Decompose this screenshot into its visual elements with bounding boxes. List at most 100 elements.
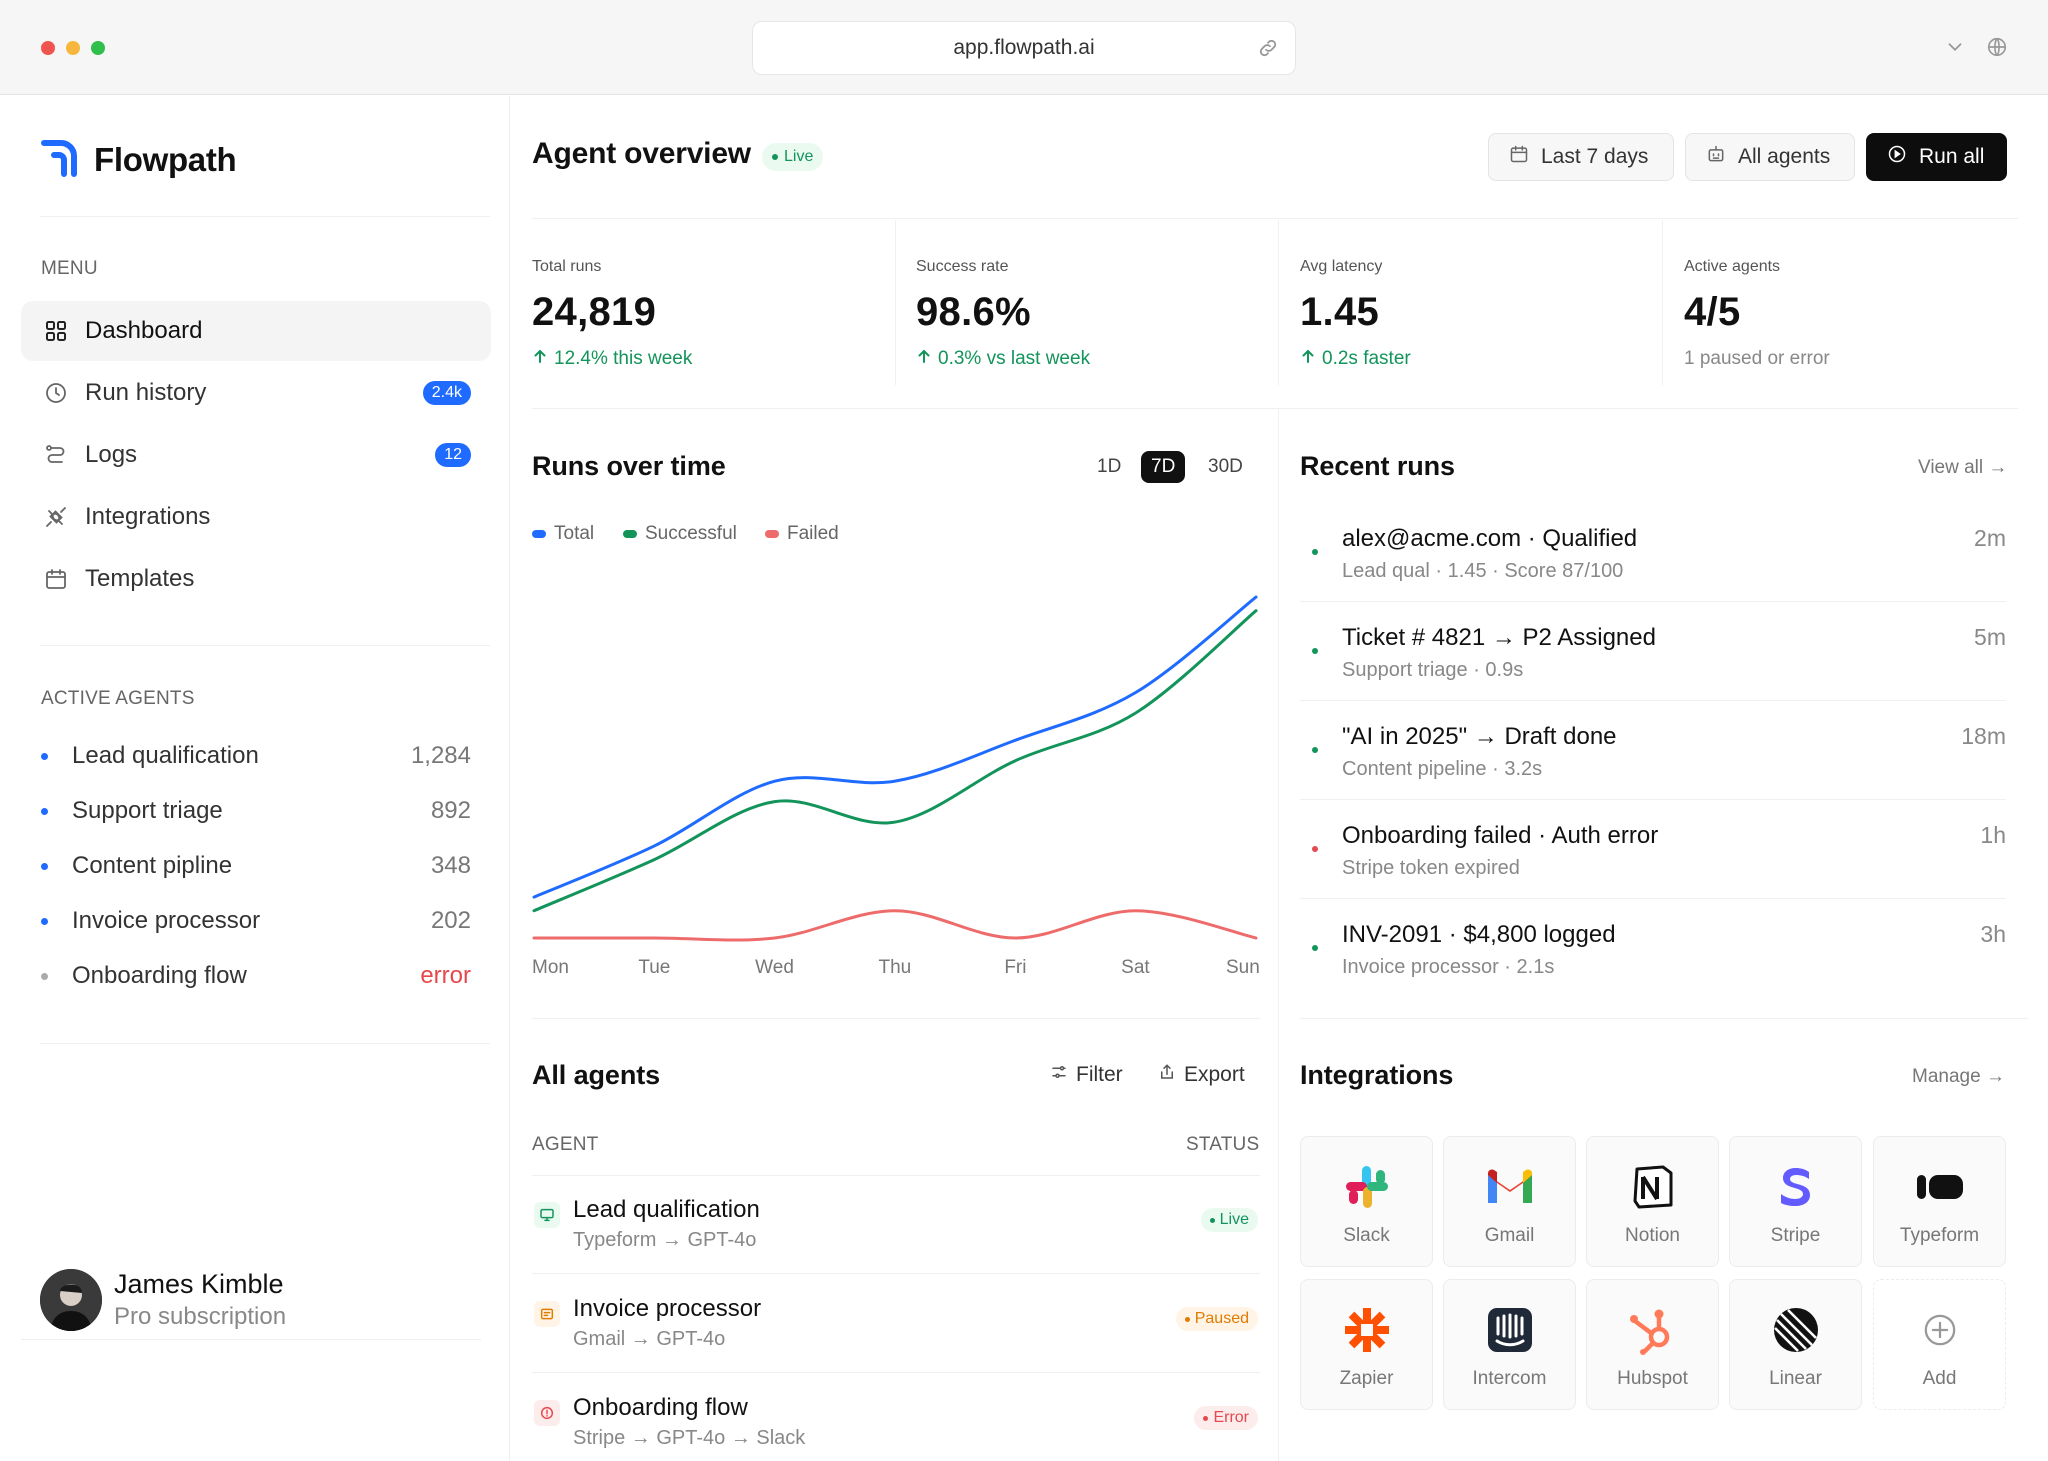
url-text: app.flowpath.ai — [953, 36, 1095, 59]
monitor-icon — [534, 1202, 560, 1228]
chevron-down-icon[interactable] — [1944, 36, 1966, 63]
agent-run-count: 202 — [430, 907, 471, 934]
export-button[interactable]: Export — [1158, 1063, 1245, 1087]
integration-tile-gmail[interactable]: Gmail — [1443, 1136, 1576, 1267]
integration-label: Add — [1922, 1368, 1957, 1389]
close-window-dot[interactable] — [41, 41, 55, 55]
add-integration-tile[interactable]: Add — [1873, 1279, 2006, 1410]
sidebar-agent-support-triage[interactable]: Support triage 892 — [41, 797, 471, 825]
agent-table-row[interactable]: Lead qualification Typeform → GPT-4o Liv… — [532, 1196, 1260, 1295]
run-time: 18m — [1961, 723, 2006, 749]
run-title: Ticket # 4821 → P2 Assigned — [1342, 624, 1656, 651]
run-time: 2m — [1974, 525, 2006, 551]
notion-icon — [1587, 1161, 1718, 1213]
status-dot — [1312, 549, 1318, 555]
play-circle-icon — [1887, 144, 1907, 170]
sidebar-agent-content-pipline[interactable]: Content pipline 348 — [41, 852, 471, 880]
range-1d-tab[interactable]: 1D — [1097, 456, 1122, 477]
run-time: 5m — [1974, 624, 2006, 650]
integration-tile-slack[interactable]: Slack — [1300, 1136, 1433, 1267]
x-tick-label: Sun — [1226, 957, 1260, 978]
all-agents-title: All agents — [532, 1060, 661, 1090]
integration-tile-typeform[interactable]: Typeform — [1873, 1136, 2006, 1267]
agent-table-row[interactable]: Invoice processor Gmail → GPT-4o Paused — [532, 1295, 1260, 1394]
nav-item-templates[interactable]: Templates — [21, 549, 491, 609]
integration-tile-linear[interactable]: Linear — [1729, 1279, 1862, 1410]
manage-integrations-link[interactable]: Manage → — [1912, 1066, 2005, 1087]
view-all-link[interactable]: View all → — [1918, 457, 2008, 478]
run-subtitle: Invoice processor · 2.1s — [1342, 956, 1555, 978]
filter-button[interactable]: Filter — [1050, 1063, 1123, 1087]
sidebar-agent-lead-qualification[interactable]: Lead qualification 1,284 — [41, 742, 471, 770]
recent-run-item[interactable]: Ticket # 4821 → P2 Assigned Support tria… — [1300, 624, 2006, 723]
intercom-icon — [1444, 1304, 1575, 1356]
stat-success-rate: Success rate 98.6% 0.3% vs last week — [916, 220, 1300, 385]
run-title: "AI in 2025" → Draft done — [1342, 723, 1617, 750]
address-bar[interactable]: app.flowpath.ai — [752, 21, 1296, 75]
agent-name: Invoice processor — [72, 907, 261, 934]
divider — [1278, 220, 1279, 385]
status-dot — [1312, 648, 1318, 654]
recent-run-item[interactable]: INV-2091 · $4,800 logged Invoice process… — [1300, 921, 2006, 1020]
agent-name: Onboarding flow — [72, 962, 247, 989]
typeform-icon — [1874, 1161, 2005, 1213]
sidebar-agent-invoice-processor[interactable]: Invoice processor 202 — [41, 907, 471, 935]
legend-total: Total — [532, 523, 594, 545]
agent-pipeline: Typeform → GPT-4o — [573, 1229, 757, 1251]
nav-item-integrations[interactable]: Integrations — [21, 487, 491, 547]
recent-run-item[interactable]: Onboarding failed · Auth error Stripe to… — [1300, 822, 2006, 921]
hubspot-icon — [1587, 1304, 1718, 1356]
status-dot — [772, 154, 778, 160]
run-time: 3h — [1980, 921, 2006, 947]
live-label: Live — [784, 148, 814, 165]
recent-run-item[interactable]: "AI in 2025" → Draft done Content pipeli… — [1300, 723, 2006, 822]
user-profile[interactable]: James Kimble Pro subscription — [40, 1269, 286, 1331]
nav-item-dashboard[interactable]: Dashboard — [21, 301, 491, 361]
x-tick-label: Sat — [1121, 957, 1150, 978]
legend-label: Failed — [787, 523, 839, 544]
nav-item-logs[interactable]: Logs 12 — [21, 425, 491, 485]
calendar-icon — [43, 566, 69, 592]
stat-total-runs: Total runs 24,819 12.4% this week — [532, 220, 916, 385]
link-icon[interactable] — [1257, 37, 1279, 65]
integration-tile-stripe[interactable]: Stripe — [1729, 1136, 1862, 1267]
runs-chart-title: Runs over time — [532, 451, 726, 481]
all-agents-button[interactable]: All agents — [1685, 133, 1855, 181]
status-dot — [41, 862, 48, 870]
brand[interactable]: Flowpath — [40, 136, 237, 183]
nav-item-label: Dashboard — [85, 317, 203, 344]
sidebar-agent-onboarding-flow[interactable]: Onboarding flow error — [41, 962, 471, 990]
range-30d-tab[interactable]: 30D — [1208, 456, 1243, 477]
status-dot — [41, 972, 48, 980]
live-status-badge: Live — [762, 143, 824, 171]
stat-label: Active agents — [1684, 258, 1781, 275]
nav-item-label: Integrations — [85, 503, 211, 530]
brand-name: Flowpath — [94, 140, 237, 178]
integrations-title: Integrations — [1300, 1060, 1454, 1090]
range-7d-tab[interactable]: 7D — [1141, 451, 1186, 483]
nav-item-label: Logs — [85, 441, 138, 468]
clock-icon — [43, 380, 69, 406]
integration-tile-notion[interactable]: Notion — [1586, 1136, 1719, 1267]
divider — [532, 1372, 1260, 1373]
divider — [1300, 601, 2006, 602]
stat-trend-text: 0.2s faster — [1322, 348, 1411, 369]
integration-tile-zapier[interactable]: Zapier — [1300, 1279, 1433, 1410]
integration-label: Zapier — [1339, 1368, 1394, 1389]
sliders-icon — [1050, 1063, 1068, 1087]
minimize-window-dot[interactable] — [66, 41, 80, 55]
run-subtitle: Content pipeline · 3.2s — [1342, 758, 1543, 780]
agent-table-row[interactable]: Onboarding flow Stripe → GPT-4o → Slack … — [532, 1394, 1260, 1461]
integration-tile-intercom[interactable]: Intercom — [1443, 1279, 1576, 1410]
maximize-window-dot[interactable] — [91, 41, 105, 55]
integration-tile-hubspot[interactable]: Hubspot — [1586, 1279, 1719, 1410]
recent-run-item[interactable]: alex@acme.com · Qualified Lead qual · 1.… — [1300, 525, 2006, 624]
agent-pipeline: Gmail → GPT-4o — [573, 1328, 726, 1350]
globe-icon[interactable] — [1986, 36, 2008, 63]
run-all-button[interactable]: Run all — [1866, 133, 2007, 181]
user-plan: Pro subscription — [114, 1303, 287, 1330]
date-range-button[interactable]: Last 7 days — [1488, 133, 1674, 181]
nav-item-run-history[interactable]: Run history 2.4k — [21, 363, 491, 423]
receipt-icon — [534, 1301, 560, 1327]
integration-label: Linear — [1769, 1368, 1822, 1389]
